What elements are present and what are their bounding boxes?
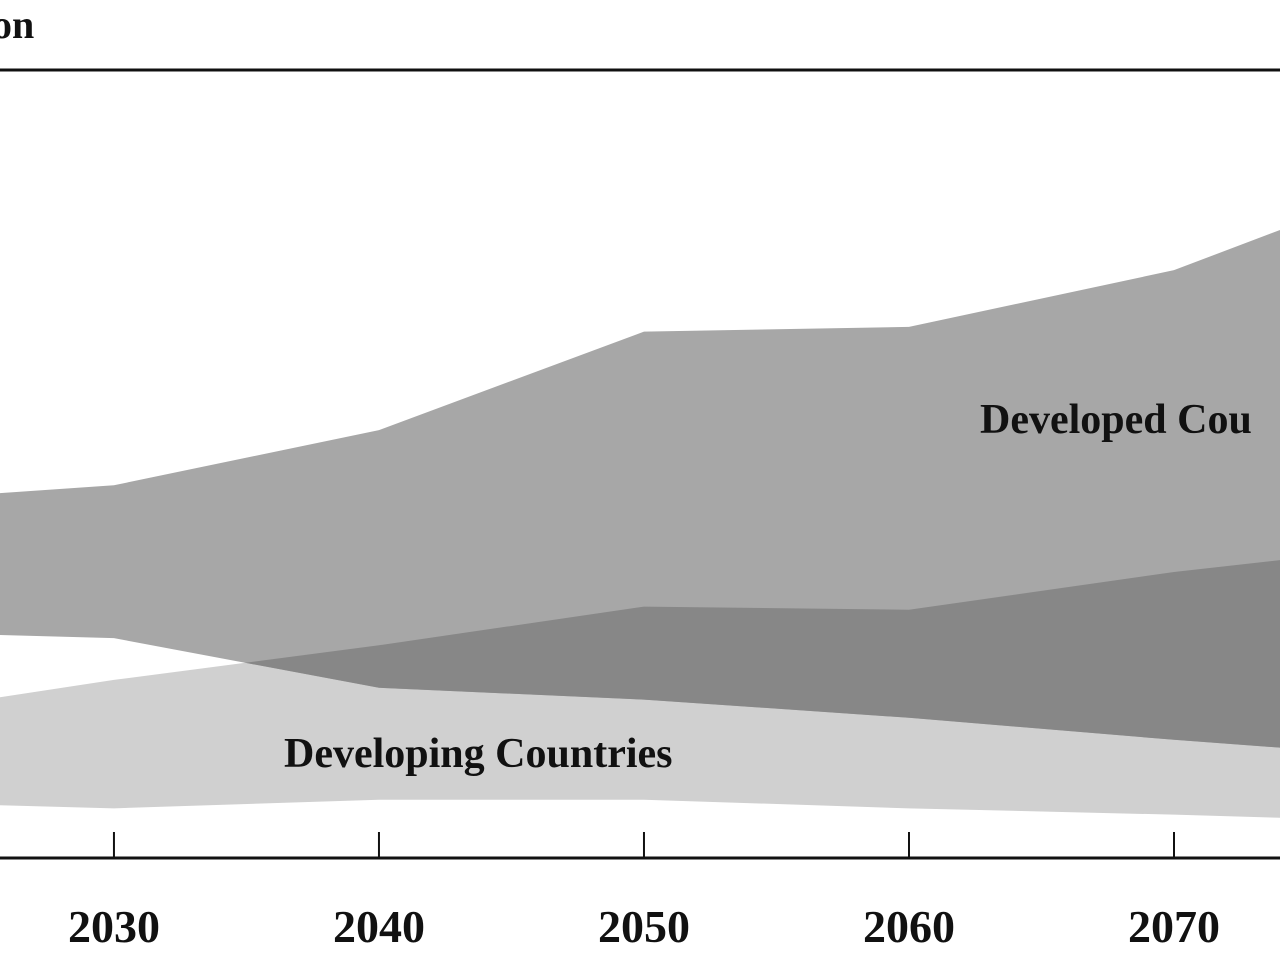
series-label: Developed Cou (980, 397, 1252, 443)
x-tick-label: 2030 (68, 901, 160, 952)
x-tick-label: 2040 (333, 901, 425, 952)
x-tick-label: 2070 (1128, 901, 1220, 952)
x-tick-label: 2050 (598, 901, 690, 952)
series-label: Developing Countries (284, 731, 673, 777)
chart-title: on (0, 2, 34, 47)
x-tick-label: 2060 (863, 901, 955, 952)
